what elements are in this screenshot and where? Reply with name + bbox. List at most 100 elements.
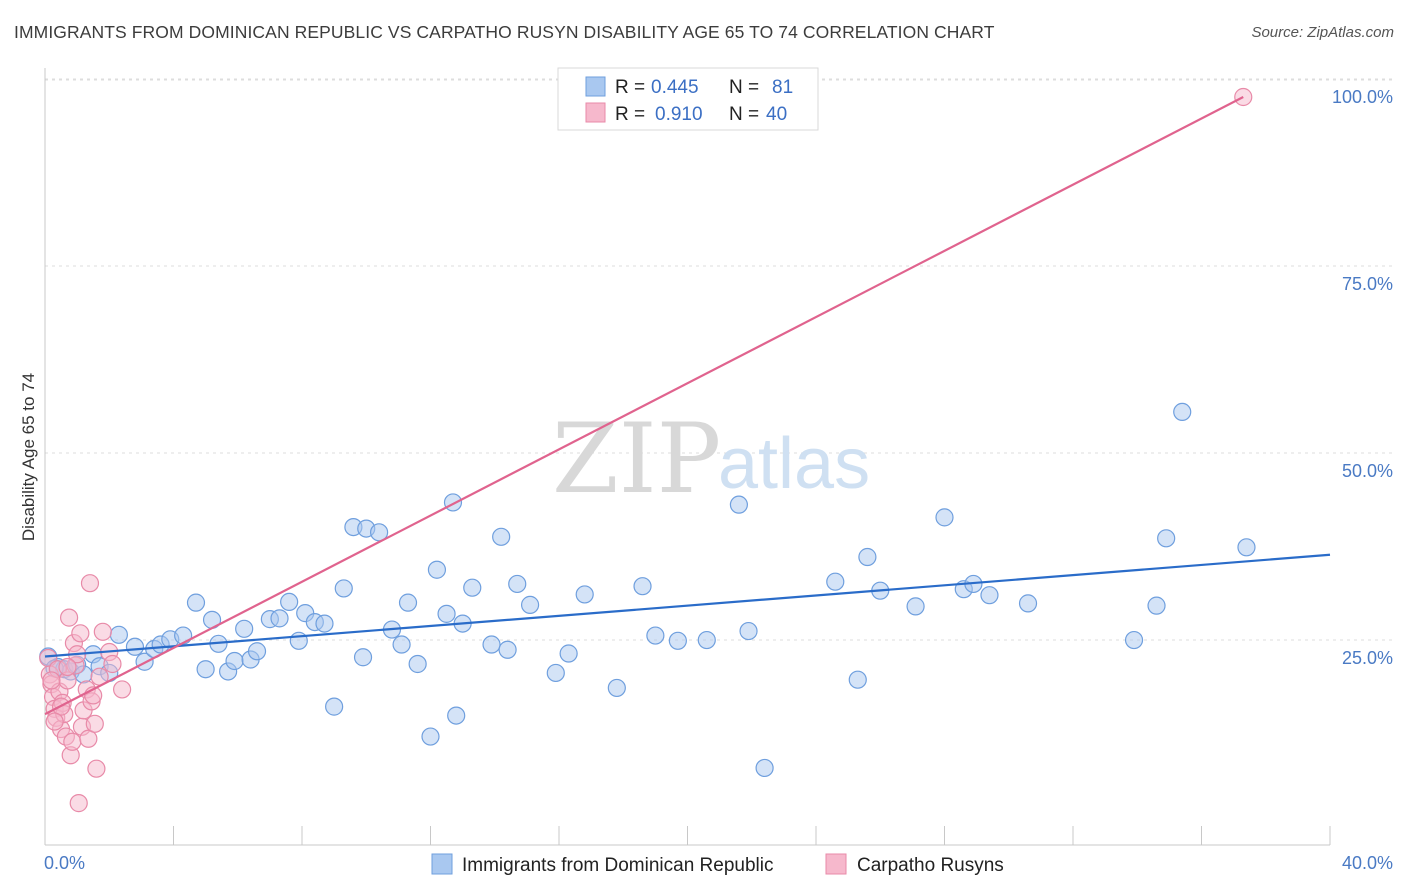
point-s1-33 xyxy=(103,654,122,674)
x-tick-label-0: 0.0% xyxy=(44,853,85,873)
source-label: Source: ZipAtlas.com xyxy=(1251,24,1394,41)
point-s0-63 xyxy=(755,758,774,778)
watermark-zip: ZIP xyxy=(552,403,721,515)
grid xyxy=(45,78,1392,641)
point-s0-62 xyxy=(739,621,758,641)
axes xyxy=(44,68,1331,846)
point-s0-74 xyxy=(1124,630,1144,650)
point-s1-34 xyxy=(112,680,132,699)
trend-line-1 xyxy=(44,96,1244,716)
point-s0-21 xyxy=(225,651,244,671)
bottom-legend-label-blue: Immigrants from Dominican Republic xyxy=(462,855,774,876)
point-s0-76 xyxy=(1157,529,1176,548)
x-tick-label-1: 40.0% xyxy=(1342,853,1393,873)
point-s0-37 xyxy=(353,648,373,667)
point-s0-77 xyxy=(1173,402,1192,422)
point-s0-10 xyxy=(125,637,145,656)
point-s0-66 xyxy=(858,547,877,567)
point-s0-48 xyxy=(482,635,501,654)
watermark: ZIP atlas xyxy=(552,403,870,515)
point-s0-73 xyxy=(1018,594,1038,613)
point-s0-24 xyxy=(247,642,267,661)
bottom-legend-swatch-blue xyxy=(431,853,453,875)
point-s0-50 xyxy=(508,574,527,594)
point-s0-52 xyxy=(520,595,540,614)
point-s0-54 xyxy=(559,644,578,663)
point-s0-51 xyxy=(498,640,517,659)
point-s0-27 xyxy=(280,592,299,612)
point-s0-26 xyxy=(270,609,289,628)
legend-r-value-2: 0.910 xyxy=(655,104,703,125)
point-s1-25 xyxy=(80,574,100,593)
y-tick-label-2: 75.0% xyxy=(1342,274,1393,294)
point-s0-79 xyxy=(443,493,463,512)
point-s0-49 xyxy=(492,527,511,546)
point-s0-65 xyxy=(848,670,867,689)
y-axis-label: Disability Age 65 to 74 xyxy=(19,373,38,541)
point-s0-31 xyxy=(315,614,334,633)
point-s1-29 xyxy=(87,759,106,778)
point-s0-45 xyxy=(447,706,466,725)
legend-r-label-2: R = xyxy=(615,104,645,125)
data-points xyxy=(39,87,1256,813)
point-s1-15 xyxy=(63,732,82,751)
legend-n-label-1: N = xyxy=(729,77,759,98)
legend-n-label-2: N = xyxy=(729,104,759,125)
legend-r-value-1: 0.445 xyxy=(651,77,699,98)
bottom-legend-label-pink: Carpatho Rusyns xyxy=(857,855,1004,876)
point-s0-15 xyxy=(174,626,193,645)
point-s0-9 xyxy=(109,625,128,644)
point-s0-53 xyxy=(546,663,565,683)
y-tick-label-1: 50.0% xyxy=(1342,461,1393,481)
chart-title: IMMIGRANTS FROM DOMINICAN REPUBLIC VS CA… xyxy=(14,22,995,42)
point-s0-56 xyxy=(607,678,626,698)
point-s0-64 xyxy=(826,572,845,591)
legend-r-label-1: R = xyxy=(615,77,645,98)
point-s1-37 xyxy=(58,657,77,677)
point-s0-42 xyxy=(421,727,440,746)
point-s0-75 xyxy=(1147,596,1166,615)
point-s0-39 xyxy=(392,635,411,654)
legend: R = 0.445 N = 81 R = 0.910 N = 40 xyxy=(557,67,819,131)
legend-swatch-blue xyxy=(585,76,606,97)
point-s1-24 xyxy=(79,729,98,748)
point-s0-58 xyxy=(646,626,665,645)
point-s0-78 xyxy=(1237,538,1256,557)
point-s0-22 xyxy=(235,619,254,638)
point-s0-32 xyxy=(325,697,344,716)
point-s0-41 xyxy=(408,654,427,674)
point-s0-16 xyxy=(186,593,206,612)
point-s1-28 xyxy=(85,714,104,733)
y-tick-label-0: 25.0% xyxy=(1342,648,1393,668)
point-s0-44 xyxy=(437,604,456,623)
point-s0-33 xyxy=(334,579,353,598)
point-s0-69 xyxy=(935,508,954,527)
point-s0-59 xyxy=(668,631,687,650)
trend-line-0 xyxy=(44,553,1331,658)
legend-swatch-pink xyxy=(585,102,606,123)
point-s0-17 xyxy=(196,660,215,679)
point-s0-57 xyxy=(633,577,652,596)
point-s0-61 xyxy=(729,495,749,514)
bottom-legend-swatch-pink xyxy=(825,853,847,875)
point-s1-20 xyxy=(71,624,90,643)
point-s1-13 xyxy=(59,608,79,627)
tick-labels: 25.0% 50.0% 75.0% 100.0% 0.0% 40.0% xyxy=(44,87,1393,873)
point-s0-47 xyxy=(463,578,482,597)
legend-n-value-1: 81 xyxy=(772,77,793,98)
point-s1-38 xyxy=(45,712,64,731)
point-s1-31 xyxy=(93,622,112,641)
point-s0-40 xyxy=(398,593,418,612)
trend-lines xyxy=(44,96,1331,716)
point-s0-43 xyxy=(427,560,447,579)
point-s0-68 xyxy=(906,597,925,616)
point-s1-35 xyxy=(42,671,61,690)
watermark-atlas: atlas xyxy=(718,424,870,504)
point-s1-19 xyxy=(69,794,88,813)
point-s0-60 xyxy=(697,630,716,650)
bottom-legend: Immigrants from Dominican Republic Carpa… xyxy=(431,853,1004,876)
y-tick-label-3: 100.0% xyxy=(1332,87,1393,107)
point-s0-72 xyxy=(980,586,999,605)
legend-n-value-2: 40 xyxy=(766,104,787,125)
